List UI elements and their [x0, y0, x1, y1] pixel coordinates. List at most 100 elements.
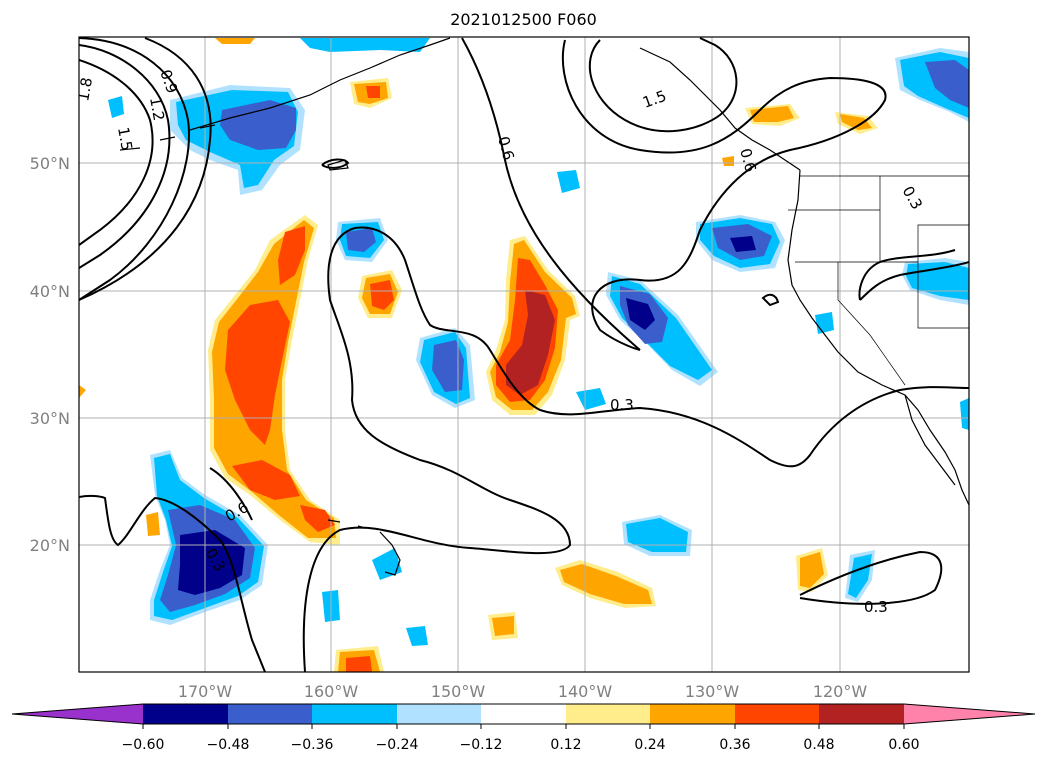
shaded-region: [300, 38, 430, 52]
shaded-region: [815, 312, 834, 334]
contour-label: 1.5: [114, 126, 136, 153]
colorbar-segment: [312, 704, 397, 724]
map-plot-area: 0.3 0.6 0.9 1.2 1.5 1.8 1.5 0.6 0.3 0.3 …: [74, 37, 969, 672]
contour-label: 0.6: [736, 146, 760, 174]
latitude-labels: 50°N 40°N 30°N 20°N: [30, 154, 70, 555]
contour-line: [209, 467, 253, 521]
colorbar-ticks: [142, 724, 905, 729]
shaded-region: [346, 656, 372, 672]
shaded-region: [960, 398, 969, 430]
contour-line: [79, 37, 190, 301]
shaded-region: [225, 300, 290, 445]
contour-line: [799, 550, 943, 605]
shaded-region: [560, 564, 652, 604]
contour-line: [79, 59, 154, 246]
colorbar-segment: [650, 704, 735, 724]
shaded-region: [178, 530, 245, 595]
colorbar-tick-label: −0.48: [207, 737, 250, 753]
contour-line: [79, 44, 171, 269]
colorbar-segment: [143, 704, 228, 724]
shaded-region: [79, 385, 86, 398]
coastlines: [119, 37, 969, 576]
contour-line: [561, 39, 887, 351]
shaded-region: [215, 38, 255, 44]
lon-tick-label: 120°W: [813, 682, 868, 701]
contour-label: 1.8: [74, 76, 96, 103]
colorbar-segment: [228, 704, 312, 724]
map-frame: [78, 36, 970, 673]
shaded-region: [220, 100, 296, 150]
contour-line: [858, 249, 969, 301]
colorbar-segment: [819, 704, 904, 724]
colorbar-tick-label: −0.12: [460, 737, 503, 753]
shaded-region: [925, 60, 969, 108]
lon-tick-label: 150°W: [431, 682, 486, 701]
alaska-coast: [189, 37, 451, 131]
contour-line: [79, 494, 266, 672]
shaded-region: [346, 228, 376, 252]
colorbar-tick-label: 0.36: [719, 737, 750, 753]
lat-tick-label: 30°N: [30, 409, 70, 428]
shaded-region: [626, 518, 688, 552]
shaded-region: [557, 170, 580, 193]
lat-tick-label: 50°N: [30, 154, 70, 173]
colorbar-tick-label: −0.24: [376, 737, 419, 753]
lon-tick-label: 130°W: [685, 682, 740, 701]
contour-line: [321, 158, 350, 169]
shaded-region: [848, 554, 872, 598]
colorbar: −0.60 −0.48 −0.36 −0.24 −0.12 0.12 0.24 …: [11, 703, 1036, 753]
shaded-region: [406, 626, 428, 646]
contour-label: 0.6: [494, 134, 518, 162]
contour-lines: [79, 37, 969, 672]
lat-tick-label: 20°N: [30, 536, 70, 555]
lat-tick-label: 40°N: [30, 282, 70, 301]
lon-tick-label: 160°W: [304, 682, 359, 701]
colorbar-extend-low: [12, 704, 143, 724]
colorbar-segment: [481, 704, 566, 724]
colorbar-segment: [566, 704, 650, 724]
bc-coast: [639, 47, 801, 171]
shaded-region: [800, 552, 824, 588]
contour-line: [761, 293, 780, 307]
colorbar-tick-label: −0.36: [291, 737, 334, 753]
shaded-region: [370, 280, 394, 310]
colorbar-tick-label: −0.60: [122, 737, 165, 753]
colorbar-segment: [397, 704, 481, 724]
shaded-region: [432, 340, 464, 392]
lon-tick-label: 170°W: [178, 682, 233, 701]
shaded-region: [626, 298, 655, 330]
shaded-region: [146, 512, 160, 536]
shaded-region: [232, 460, 300, 500]
positive-anomaly-regions: [79, 38, 878, 672]
colorbar-segment: [735, 704, 819, 724]
contour-label: 0.3: [864, 598, 888, 616]
longitude-labels: 170°W 160°W 150°W 140°W 130°W 120°W: [178, 682, 868, 701]
colorbar-tick-label: 0.48: [803, 737, 834, 753]
contour-label: 1.2: [146, 96, 168, 123]
shaded-region: [300, 505, 335, 532]
aleutian-islands: [119, 124, 216, 151]
shaded-region: [840, 114, 872, 130]
contour-line: [588, 37, 738, 133]
us-west-coast: [787, 169, 969, 506]
shaded-region: [366, 86, 380, 98]
contour-line: [354, 226, 969, 468]
contour-line: [461, 37, 641, 351]
shaded-region: [372, 548, 402, 580]
shaded-region: [506, 290, 555, 395]
colorbar-tick-label: 0.60: [888, 737, 919, 753]
colorbar-tick-label: 0.12: [550, 737, 581, 753]
map-title: 2021012500 F060: [450, 10, 597, 29]
contour-line: [302, 227, 572, 672]
graticule: [79, 37, 969, 672]
shaded-region: [576, 388, 606, 410]
contour-label: 0.3: [610, 396, 634, 414]
colorbar-extend-high: [904, 704, 1035, 724]
lon-tick-label: 140°W: [558, 682, 613, 701]
shaded-region: [730, 236, 756, 252]
shaded-region: [278, 226, 305, 285]
baja-coast: [904, 394, 956, 486]
contour-line: [79, 37, 212, 301]
shaded-region: [108, 96, 124, 118]
